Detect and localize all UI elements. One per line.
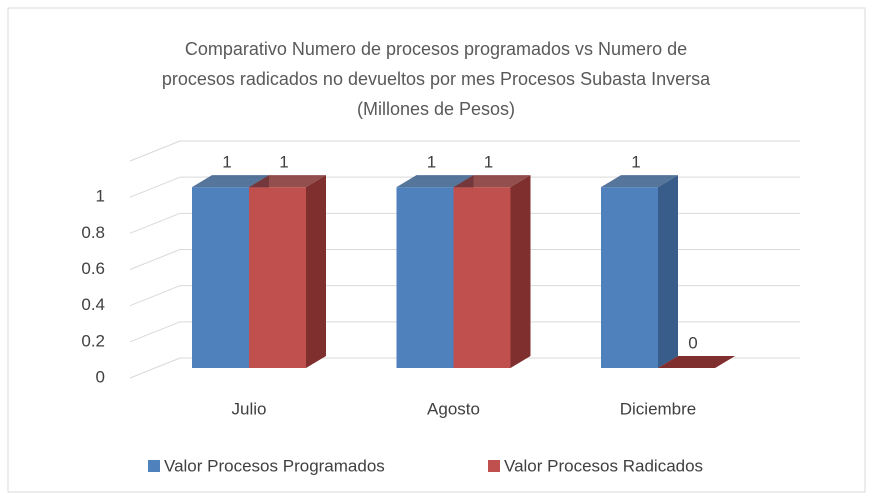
bar-face	[396, 187, 454, 368]
bar-face	[453, 187, 511, 368]
chart-title: (Millones de Pesos)	[357, 99, 515, 119]
grid-line	[129, 176, 181, 198]
bar	[658, 356, 735, 368]
y-tick-label: 0	[96, 367, 105, 386]
y-tick-label: 0.2	[81, 331, 105, 350]
x-tick-label: Diciembre	[620, 399, 697, 418]
data-label: 1	[631, 153, 640, 172]
bar-face	[658, 175, 678, 368]
bar-face	[453, 175, 531, 188]
legend-label: Valor Procesos Programados	[164, 456, 385, 475]
legend-swatch	[488, 460, 500, 472]
bar-face	[510, 175, 531, 368]
bar	[249, 175, 326, 368]
grid-line	[129, 357, 181, 379]
wall-edge	[129, 140, 181, 162]
grid-line	[129, 285, 181, 307]
x-tick-label: Julio	[232, 399, 267, 418]
y-tick-label: 0.4	[81, 295, 105, 314]
chart-title: Comparativo Numero de procesos programad…	[185, 39, 687, 59]
data-label: 1	[427, 153, 436, 172]
grid-line	[129, 212, 181, 234]
bar-face	[601, 175, 678, 188]
data-label: 1	[484, 153, 493, 172]
bar-face	[192, 175, 269, 188]
chart-title: procesos radicados no devueltos por mes …	[162, 69, 711, 89]
bar-face	[658, 356, 735, 368]
legend-swatch	[148, 460, 160, 472]
bar-face	[396, 175, 474, 188]
x-tick-label: Agosto	[427, 399, 480, 418]
bar-face	[601, 187, 658, 368]
grid-line	[129, 321, 181, 343]
data-label: 1	[222, 153, 231, 172]
bar	[601, 175, 678, 368]
legend-label: Valor Procesos Radicados	[504, 456, 703, 475]
bar	[453, 175, 531, 368]
y-tick-label: 0.6	[81, 259, 105, 278]
data-label: 0	[688, 333, 697, 352]
y-tick-label: 1	[96, 187, 105, 206]
bar-face	[249, 187, 306, 368]
bar-face	[192, 187, 249, 368]
y-tick-label: 0.8	[81, 223, 105, 242]
bar-face	[249, 175, 326, 188]
bar-face	[306, 175, 326, 368]
data-label: 1	[279, 153, 288, 172]
grid-line	[129, 249, 181, 270]
